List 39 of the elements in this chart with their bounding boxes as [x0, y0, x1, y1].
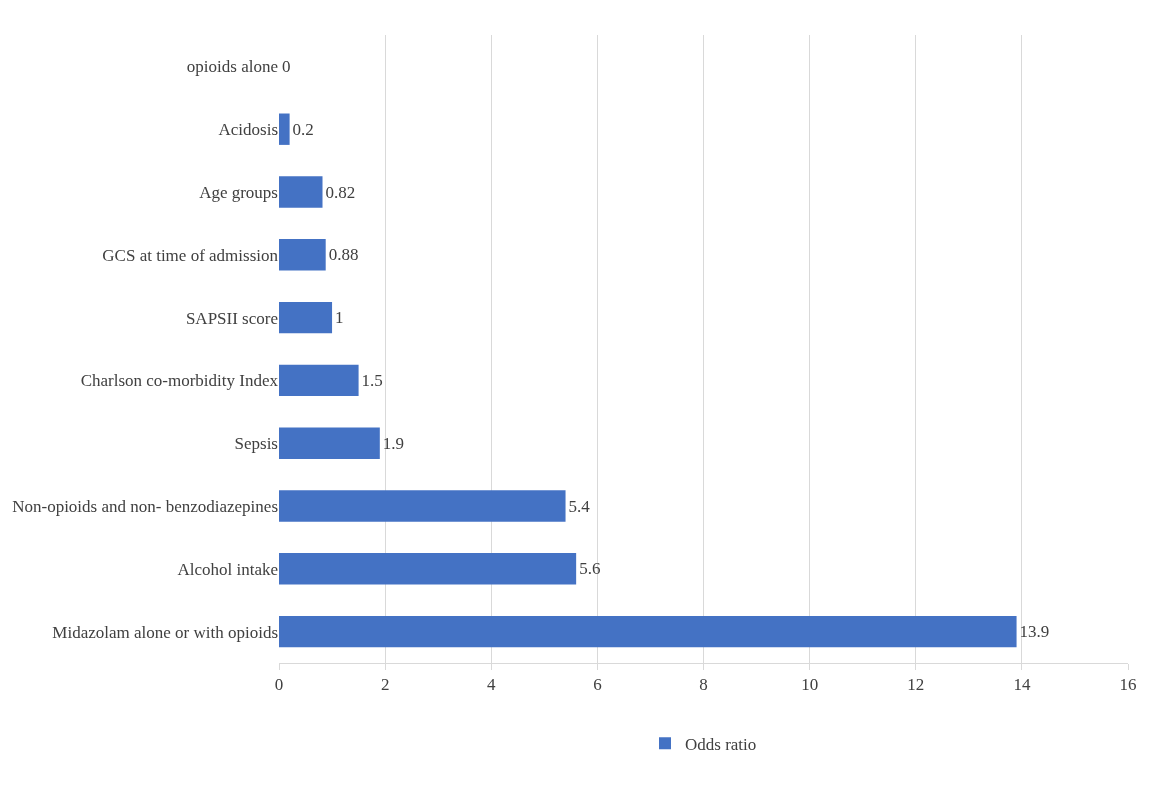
y-tick-label: Midazolam alone or with opioids [52, 622, 278, 642]
x-tick-label: 6 [593, 675, 602, 695]
data-label: 13.9 [1019, 622, 1050, 642]
data-label: 0.82 [325, 182, 356, 202]
x-tick-label: 2 [380, 675, 390, 695]
y-tick-label: Sepsis [234, 434, 278, 454]
x-tick-label: 12 [907, 675, 925, 695]
y-tick-label: Charlson co-morbidity Index [80, 371, 279, 391]
x-tick-label: 0 [274, 675, 284, 695]
data-label: 5.6 [579, 559, 601, 579]
data-label: 5.4 [568, 496, 591, 516]
bar [279, 176, 323, 208]
bar [279, 364, 359, 397]
y-tick-label: Acidosis [218, 120, 278, 140]
bar [279, 301, 333, 334]
data-label: 1 [335, 308, 344, 328]
data-label: 0.2 [292, 119, 314, 139]
y-tick-label: GCS at time of admission [102, 245, 279, 265]
bar [279, 113, 290, 145]
y-tick-label: Non-opioids and non- benzodiazepines [12, 496, 278, 516]
x-tick-label: 16 [1119, 675, 1137, 695]
bar [279, 427, 380, 459]
data-label: 0.88 [328, 245, 359, 265]
y-tick-label: SAPSII score [185, 308, 278, 328]
legend-label: Odds ratio [685, 734, 757, 754]
x-tick-label: 4 [487, 675, 496, 695]
y-tick-label: Age groups [199, 182, 278, 202]
data-label: 1.9 [382, 433, 405, 453]
data-label: 1.5 [361, 370, 383, 390]
bar [279, 490, 566, 522]
data-label: 0 [282, 56, 291, 76]
bar [279, 615, 1017, 648]
bar [279, 239, 326, 271]
y-tick-label: opioids alone [186, 57, 278, 77]
y-tick-label: Alcohol intake [177, 559, 278, 579]
x-tick-label: 10 [801, 675, 819, 695]
bar [279, 553, 577, 585]
x-tick-label: 14 [1013, 675, 1031, 695]
x-tick-label: 8 [699, 675, 708, 695]
